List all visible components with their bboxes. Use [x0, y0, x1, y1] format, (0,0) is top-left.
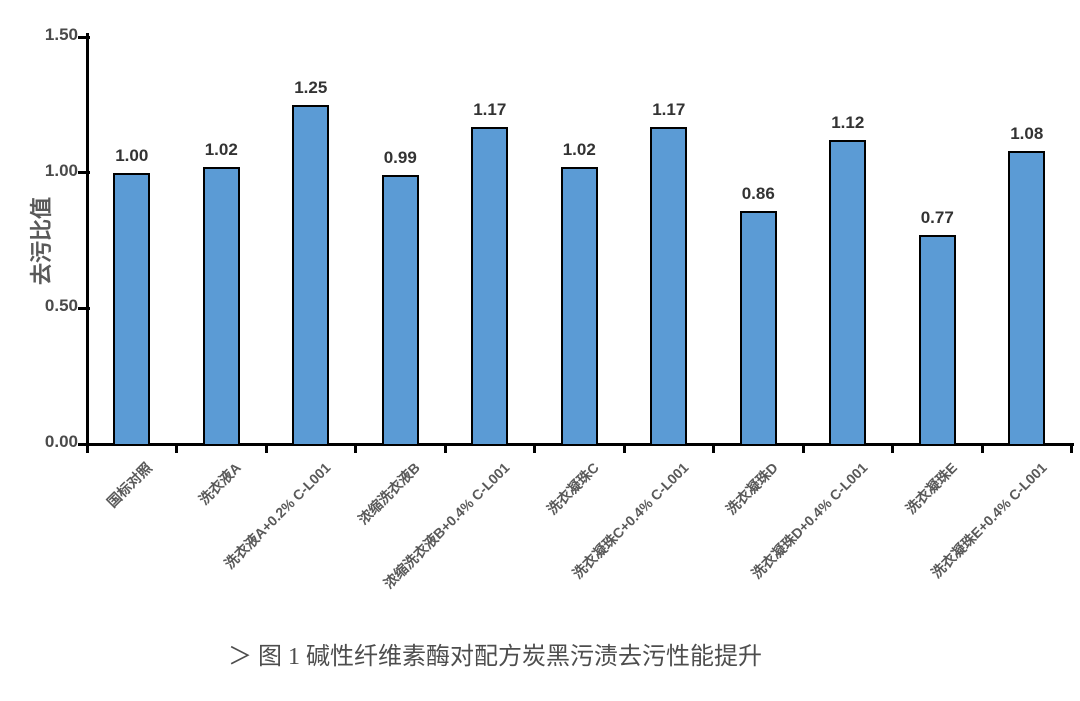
- y-axis-tick-label: 0.00: [44, 432, 78, 451]
- y-axis-tick: [78, 35, 90, 39]
- y-axis-tick-label: 0.50: [44, 296, 78, 316]
- x-axis-tick: [891, 444, 894, 453]
- bar: [381, 175, 419, 446]
- bar-value-label: 0.77: [920, 208, 954, 227]
- x-axis-tick: [354, 444, 357, 453]
- bar-value-label: 1.02: [204, 140, 238, 159]
- bar-value-label: 1.08: [1010, 124, 1044, 143]
- x-axis-tick: [801, 444, 805, 453]
- bar-value-label: 1.25: [294, 78, 328, 97]
- bar: [829, 140, 867, 446]
- y-axis-tick-label: 1.50: [44, 25, 78, 44]
- x-axis-tick-label: 浓缩洗衣液B: [355, 459, 423, 528]
- x-axis-tick: [264, 444, 268, 453]
- x-axis-tick: [980, 444, 984, 453]
- bar-value-label: 1.17: [652, 100, 686, 119]
- x-axis-tick: [1070, 444, 1073, 453]
- x-axis-tick: [443, 444, 447, 453]
- bar-value-label: 0.99: [383, 148, 417, 167]
- bar-value-label: 1.12: [831, 113, 865, 132]
- plot-area: 0.00 0.50 1.00 1.50 1.00 国标对照 1.02 洗衣液A 1.25 洗衣液A…: [44, 25, 1074, 591]
- bar: [471, 127, 509, 446]
- x-axis-tick: [533, 444, 536, 453]
- y-axis-tick: [78, 171, 90, 175]
- y-axis-tick-label: 1.00: [44, 160, 78, 180]
- x-axis-tick: [622, 444, 626, 453]
- bar: [202, 167, 240, 446]
- x-axis-tick-label: 洗衣凝珠D: [722, 459, 781, 518]
- x-axis-tick-label: 洗衣凝珠C: [543, 459, 602, 518]
- bar: [560, 167, 598, 446]
- bar: [918, 235, 956, 446]
- x-axis-tick-label: 洗衣液A: [195, 459, 244, 508]
- bar-value-label: 1.00: [115, 146, 149, 165]
- x-axis-tick-label: 国标对照: [103, 459, 155, 511]
- y-axis-tick: [78, 442, 90, 446]
- x-axis-tick: [175, 444, 178, 453]
- bar: [292, 105, 330, 446]
- bar: [739, 211, 777, 446]
- x-axis-tick: [712, 444, 715, 453]
- bar-value-label: 1.17: [473, 100, 507, 119]
- bar-value-label: 0.86: [741, 184, 775, 203]
- bar: [650, 127, 688, 446]
- y-axis-tick: [78, 306, 90, 310]
- x-axis-tick-label: 洗衣凝珠E: [902, 459, 960, 517]
- x-axis-tick: [85, 444, 89, 453]
- bar: [1008, 151, 1046, 446]
- y-axis-line: [86, 33, 89, 446]
- bar: [113, 173, 151, 446]
- bar-value-label: 1.02: [562, 140, 596, 159]
- figure-caption: ＞ 图 1 碱性纤维素酶对配方炭黑污渍去污性能提升: [228, 644, 762, 670]
